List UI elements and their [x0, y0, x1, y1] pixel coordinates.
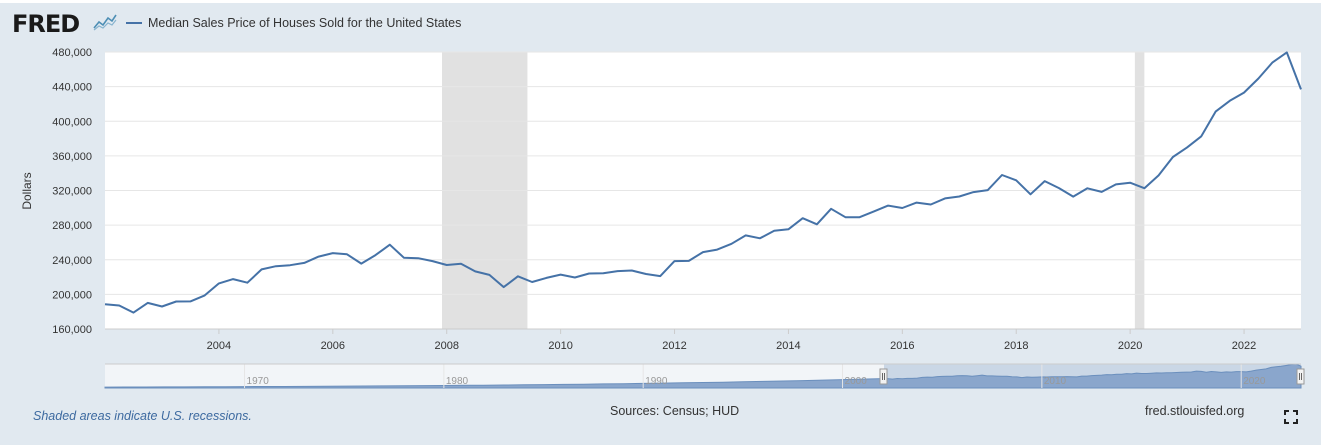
range-handle-right[interactable]: [1296, 368, 1305, 385]
y-tick-label: 200,000: [52, 289, 92, 301]
x-tick-label: 2006: [321, 340, 345, 352]
x-tick-label: 2012: [662, 340, 686, 352]
series-line[interactable]: [104, 51, 1302, 314]
y-tick-label: 400,000: [52, 116, 92, 128]
y-tick-label: 280,000: [52, 220, 92, 232]
legend-label: Median Sales Price of Houses Sold for th…: [148, 16, 462, 30]
range-navigator[interactable]: 1970 1980 1990 2000 2010 2020: [104, 363, 1305, 389]
navigator-tick-label: 2000: [845, 376, 868, 387]
y-tick-label: 440,000: [52, 82, 92, 94]
y-tick-label: 160,000: [52, 324, 92, 336]
y-tick-label: 480,000: [52, 47, 92, 59]
y-axis-label: Dollars: [20, 172, 34, 209]
navigator-area: [104, 363, 1302, 389]
x-tick-label: 2018: [1004, 340, 1028, 352]
y-tick-label: 240,000: [52, 255, 92, 267]
site-link[interactable]: fred.stlouisfed.org: [1145, 404, 1245, 418]
top-border: [0, 0, 1321, 3]
x-tick-label: 2016: [890, 340, 914, 352]
navigator-tick-label: 2020: [1243, 376, 1266, 387]
x-tick-label: 2022: [1232, 340, 1256, 352]
expand-fullscreen-icon[interactable]: [1284, 410, 1298, 424]
navigator-tick-label: 1970: [247, 376, 270, 387]
y-tick-label: 320,000: [52, 186, 92, 198]
sources-text: Sources: Census; HUD: [610, 404, 740, 418]
fred-graph-icon: [93, 13, 117, 31]
navigator-tick-label: 1990: [645, 376, 668, 387]
fred-logo[interactable]: FRED: [12, 10, 80, 38]
x-tick-label: 2014: [776, 340, 800, 352]
line-chart[interactable]: 160,000 200,000 240,000 280,000 320,000 360,0…: [0, 0, 1321, 400]
x-tick-label: 2004: [207, 340, 231, 352]
x-tick-label: 2008: [434, 340, 458, 352]
range-handle-left[interactable]: [879, 368, 888, 385]
x-tick-label: 2020: [1118, 340, 1142, 352]
y-tick-label: 360,000: [52, 151, 92, 163]
navigator-tick-label: 2010: [1044, 376, 1067, 387]
navigator-tick-label: 1980: [446, 376, 469, 387]
chart-legend[interactable]: Median Sales Price of Houses Sold for th…: [126, 12, 461, 34]
x-tick-label: 2010: [548, 340, 572, 352]
recession-note: Shaded areas indicate U.S. recessions.: [33, 409, 252, 423]
legend-swatch: [126, 22, 142, 24]
